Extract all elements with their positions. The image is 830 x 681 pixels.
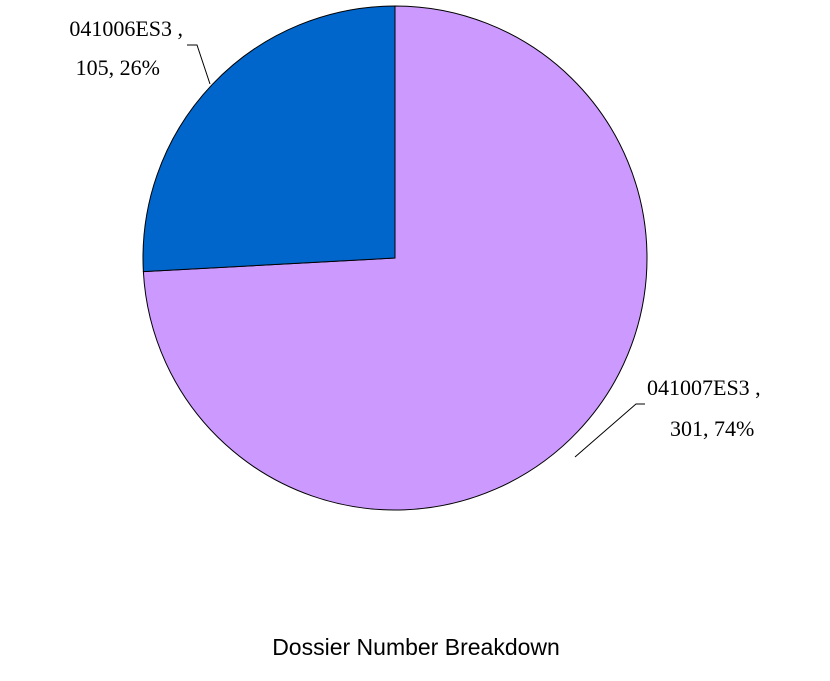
pie-slice-041006ES3 bbox=[142, 5, 396, 273]
slice-label-041006ES3-line1: 041006ES3 , bbox=[69, 16, 183, 41]
slice-label-041007ES3-line1: 041007ES3 , bbox=[647, 375, 761, 400]
pie-slices bbox=[142, 5, 648, 511]
leader-lines bbox=[187, 44, 645, 458]
chart-title: Dossier Number Breakdown bbox=[272, 634, 560, 660]
slice-label-041006ES3-line2: 105, 26% bbox=[76, 55, 160, 80]
leader-line-041006ES3 bbox=[187, 44, 211, 85]
slice-label-041007ES3-line2: 301, 74% bbox=[670, 416, 754, 441]
leader-line-041007ES3 bbox=[574, 403, 645, 458]
